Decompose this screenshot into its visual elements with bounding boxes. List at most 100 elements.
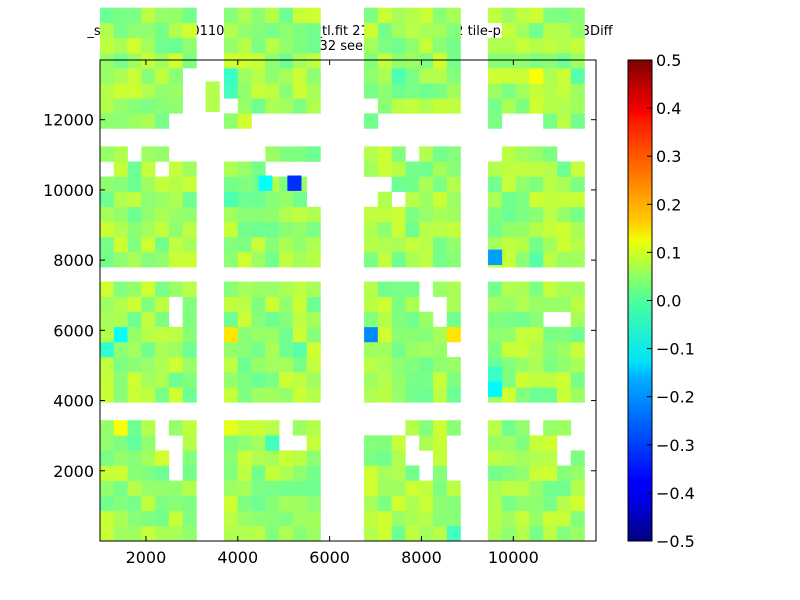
heatmap-cell <box>543 510 558 527</box>
heatmap-cell <box>237 465 252 481</box>
heatmap-cell <box>570 450 585 466</box>
heatmap-cell <box>251 326 266 343</box>
heatmap-cell <box>251 480 266 497</box>
x-tick-label: 6000 <box>309 548 350 567</box>
heatmap-cell <box>488 381 503 397</box>
heatmap-cell <box>265 37 280 54</box>
heatmap-cell <box>501 221 516 238</box>
heatmap-cell <box>488 366 503 382</box>
heatmap-cell <box>405 341 420 358</box>
heatmap-cell <box>141 161 156 177</box>
heatmap-cell <box>100 176 115 192</box>
heatmap-cell <box>570 68 585 84</box>
heatmap-cell <box>306 281 321 297</box>
heatmap-cell <box>377 372 392 388</box>
heatmap-cell <box>155 37 170 54</box>
heatmap-cell <box>306 420 321 436</box>
heatmap-cell <box>168 191 183 208</box>
heatmap-cell <box>182 311 197 328</box>
heatmap-cell <box>529 435 544 451</box>
heatmap-cell <box>391 146 406 162</box>
heatmap-cell <box>127 252 142 268</box>
heatmap-cell <box>224 22 239 39</box>
heatmap-cell <box>529 7 544 24</box>
heatmap-cell <box>570 326 585 343</box>
heatmap-cell <box>377 281 392 297</box>
heatmap-cell <box>419 68 434 84</box>
heatmap-cell <box>529 495 544 512</box>
heatmap-cell <box>237 113 252 129</box>
heatmap-cell <box>182 465 197 481</box>
heatmap-cell <box>391 465 406 481</box>
heatmap-cell <box>224 37 239 54</box>
heatmap-cell <box>279 510 294 527</box>
heatmap-cell <box>251 495 266 512</box>
colorbar-tick-label: 0.2 <box>656 195 681 214</box>
heatmap-cell <box>377 435 392 451</box>
heatmap-cell <box>127 52 142 69</box>
heatmap-cell <box>237 372 252 388</box>
heatmap-cell <box>168 525 183 542</box>
heatmap-cell <box>529 525 544 542</box>
heatmap-cell <box>419 52 434 69</box>
heatmap-cell <box>446 7 461 24</box>
heatmap-cell <box>556 113 572 129</box>
heatmap-cell <box>543 450 558 466</box>
heatmap-cell <box>570 98 585 114</box>
heatmap-cell <box>168 495 183 512</box>
heatmap-cell <box>432 387 448 403</box>
heatmap-cell <box>432 52 448 69</box>
heatmap-cell <box>364 480 379 497</box>
heatmap-cell <box>405 7 420 24</box>
heatmap-cell <box>391 98 406 114</box>
heatmap-cell <box>205 81 220 97</box>
heatmap-cell <box>265 7 280 24</box>
heatmap-cell <box>432 98 448 114</box>
heatmap-cell <box>113 7 128 24</box>
heatmap-cell <box>127 68 142 84</box>
heatmap-cell <box>292 83 307 99</box>
heatmap-cell <box>155 480 170 497</box>
heatmap-cell <box>237 52 252 69</box>
heatmap-cell <box>292 146 307 162</box>
heatmap-cell <box>100 281 115 297</box>
heatmap-cell <box>292 495 307 512</box>
heatmap-cell <box>306 311 321 328</box>
heatmap-cell <box>224 176 239 192</box>
heatmap-cell <box>279 341 294 358</box>
heatmap-cell <box>432 252 448 268</box>
heatmap-cell <box>168 52 183 69</box>
heatmap-cell <box>570 525 585 542</box>
heatmap-cell <box>515 98 530 114</box>
heatmap-cell <box>141 206 156 223</box>
plot-frame <box>99 59 597 542</box>
heatmap-cell <box>127 113 142 129</box>
heatmap-cell <box>391 252 406 268</box>
heatmap-cell <box>100 98 115 114</box>
heatmap-cell <box>251 357 266 373</box>
heatmap-cell <box>515 341 530 358</box>
heatmap-cell <box>100 510 115 527</box>
heatmap-cell <box>391 161 406 177</box>
heatmap-cell <box>556 326 572 343</box>
heatmap-cell <box>100 480 115 497</box>
heatmap-cell <box>265 465 280 481</box>
heatmap-cell <box>488 249 503 265</box>
heatmap-cell <box>364 236 379 253</box>
heatmap-cell <box>488 176 503 192</box>
heatmap-cell <box>155 83 170 99</box>
heatmap-cell <box>113 52 128 69</box>
heatmap-cell <box>100 420 115 436</box>
heatmap-cell <box>529 510 544 527</box>
heatmap-cell <box>306 83 321 99</box>
heatmap-cell <box>446 37 461 54</box>
heatmap-cell <box>306 525 321 542</box>
heatmap-cell <box>113 480 128 497</box>
y-tick-label: 4000 <box>53 392 94 411</box>
heatmap-cell <box>377 357 392 373</box>
heatmap-cell <box>168 510 183 527</box>
heatmap-cell <box>306 326 321 343</box>
heatmap-cell <box>141 296 156 313</box>
heatmap-cell <box>543 7 558 24</box>
heatmap-cell <box>570 191 585 208</box>
